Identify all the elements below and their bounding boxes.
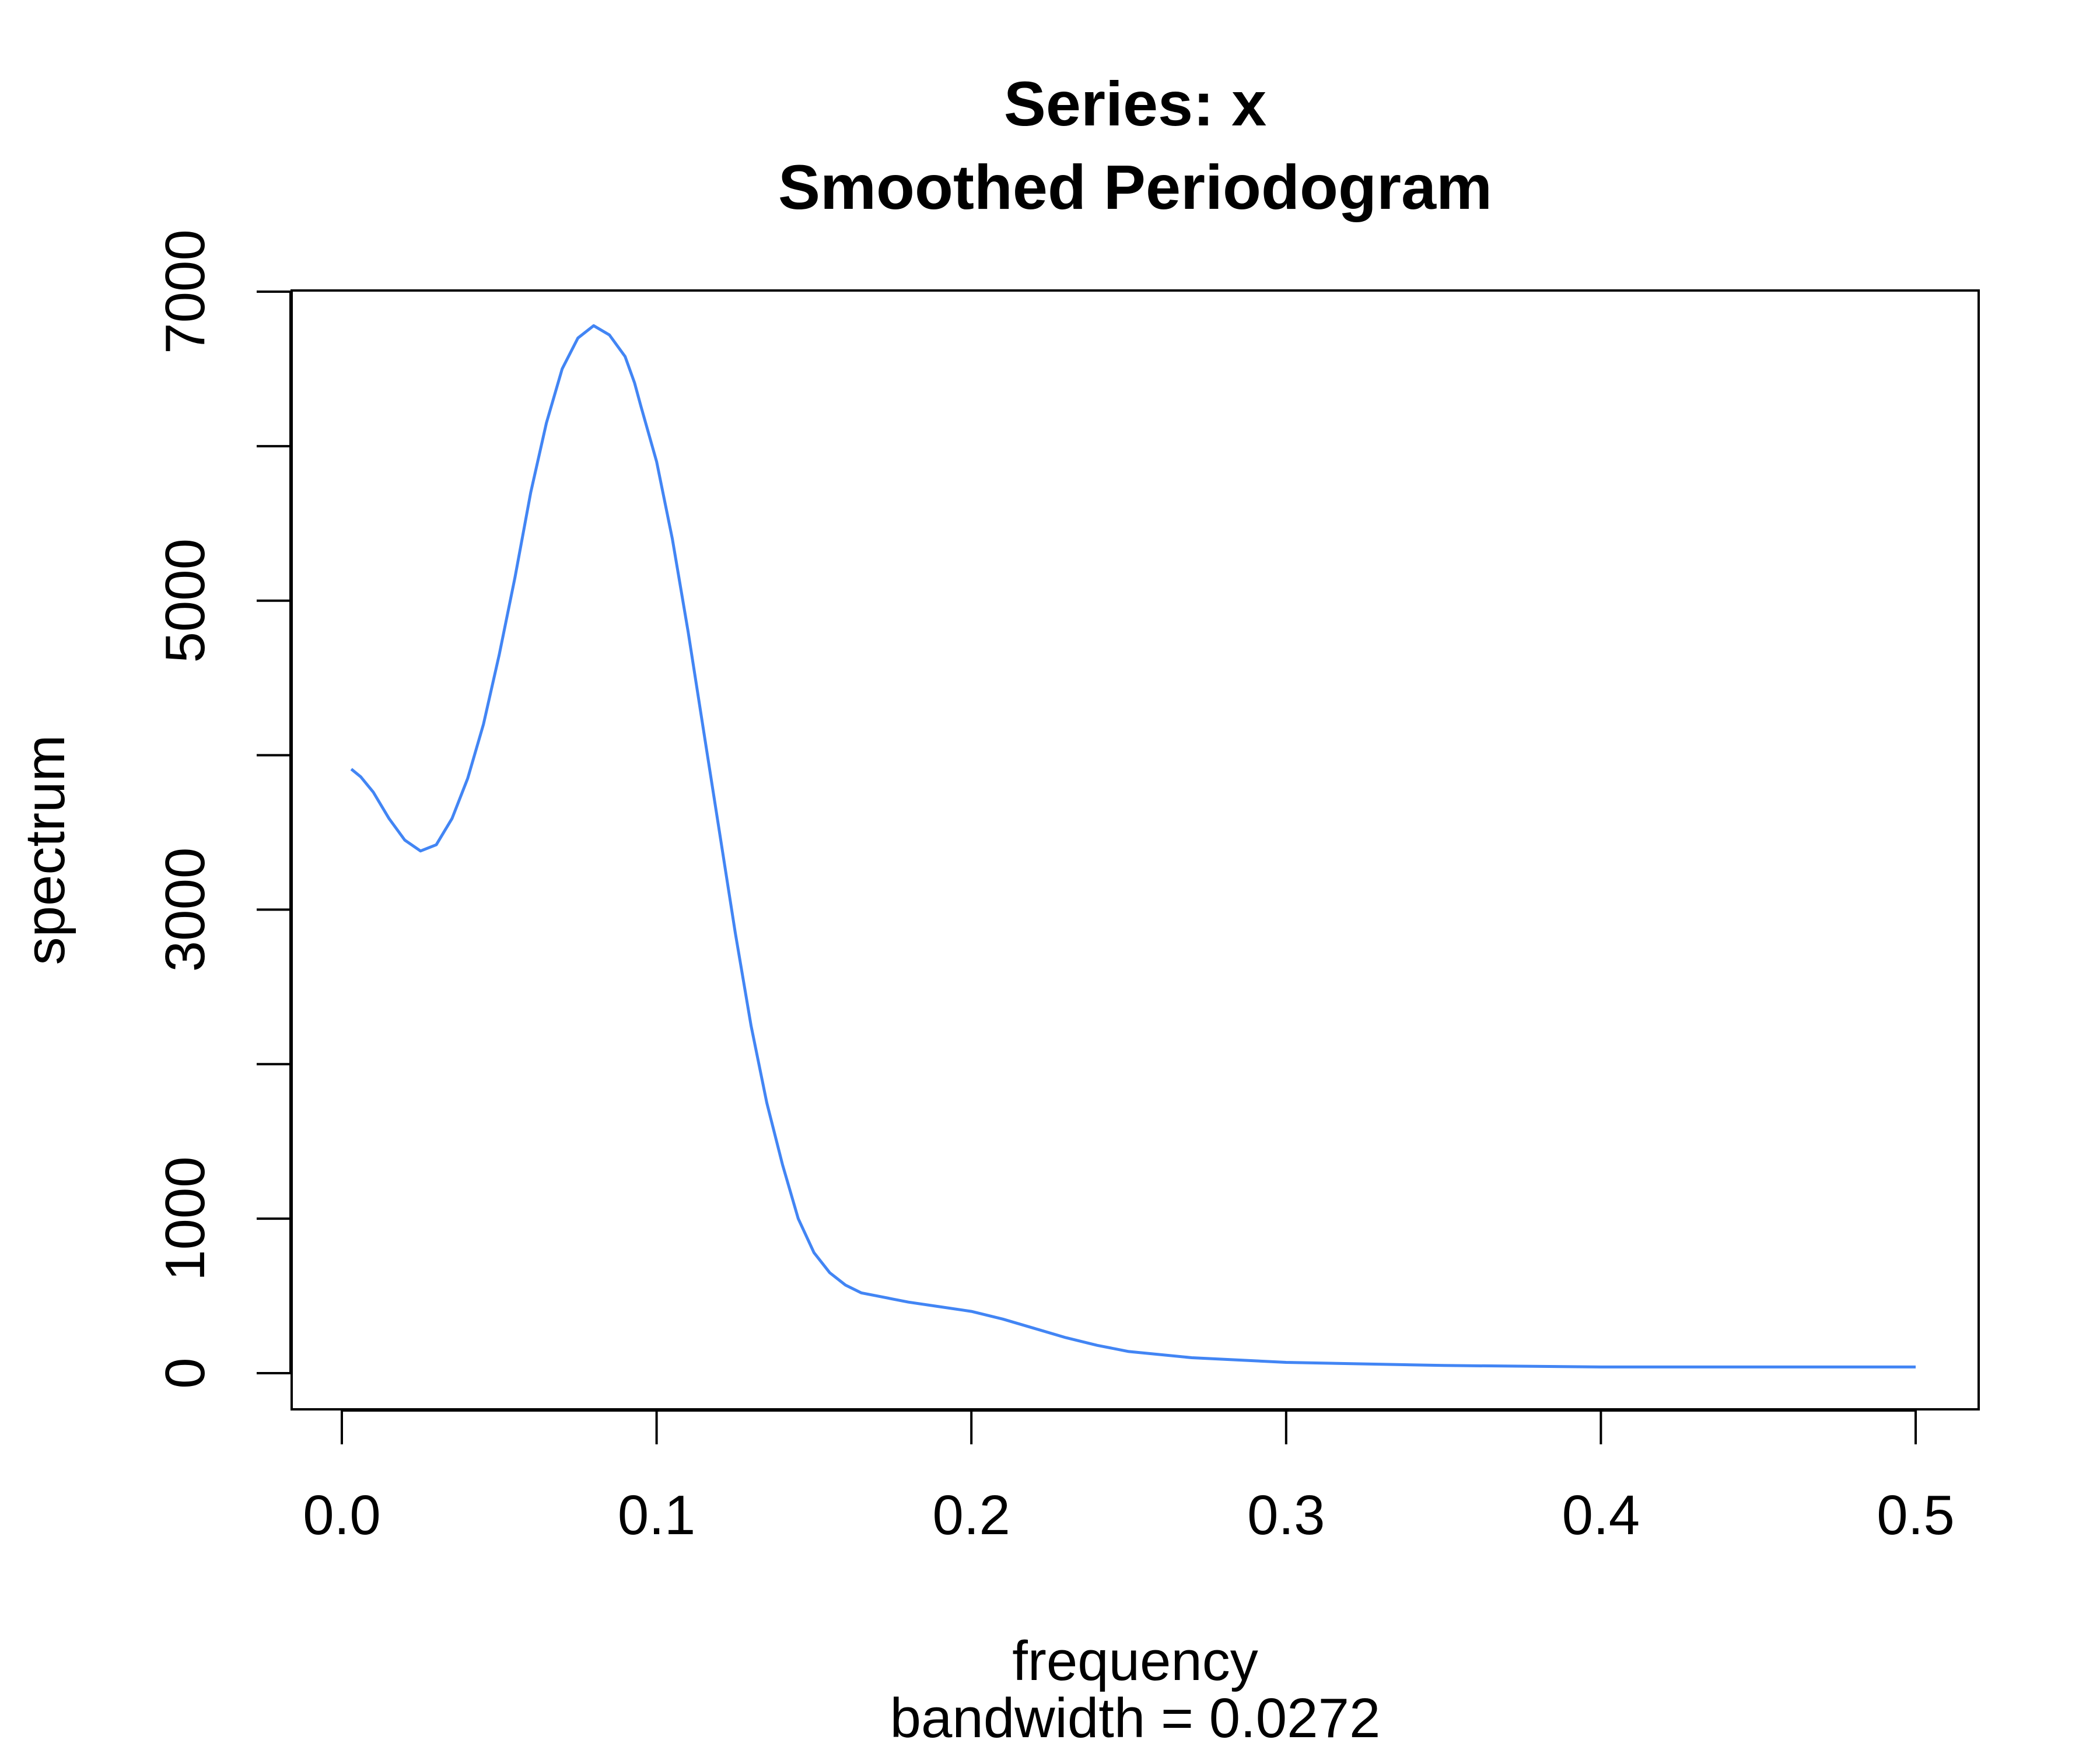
x-tick-label: 0.0 [303, 1484, 380, 1546]
x-tick-label: 0.2 [932, 1484, 1010, 1546]
x-axis: 0.0 0.1 0.2 0.3 0.4 0.5 [303, 1409, 1955, 1546]
y-tick-label: 0 [154, 1357, 216, 1388]
x-tick-label: 0.5 [1877, 1484, 1954, 1546]
x-tick-label: 0.4 [1562, 1484, 1640, 1546]
y-tick-label: 3000 [154, 848, 216, 972]
x-tick-label: 0.1 [618, 1484, 695, 1546]
y-axis: 0 1000 3000 5000 7000 [154, 229, 292, 1389]
x-tick-label: 0.3 [1247, 1484, 1325, 1546]
y-tick-label: 1000 [154, 1156, 216, 1281]
y-axis-label: spectrum [14, 735, 76, 965]
chart-title-line-2: Smoothed Periodogram [778, 152, 1492, 222]
x-axis-label: frequency [1012, 1630, 1258, 1692]
series-line [350, 324, 1916, 1368]
series-layer [350, 324, 1916, 1368]
chart-title-line-1: Series: x [1004, 68, 1266, 139]
y-tick-label: 7000 [154, 229, 216, 354]
x-axis-subtitle: bandwidth = 0.0272 [890, 1687, 1381, 1749]
y-tick-label: 5000 [154, 538, 216, 663]
